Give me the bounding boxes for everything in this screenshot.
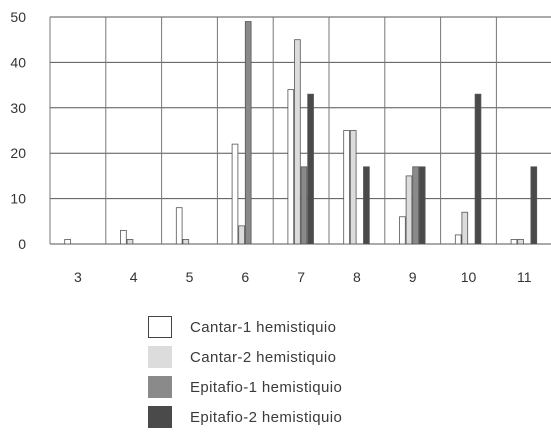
- bar-epitafio-2-hemistiquio-11: [530, 166, 538, 245]
- bar-cantar-2-hemistiquio-5: [182, 239, 190, 245]
- legend-item-cantar-2: Cantar-2 hemistiquio: [148, 342, 342, 372]
- bar-cantar-1-hemistiquio-6: [231, 143, 239, 245]
- bar-epitafio-1-hemistiquio-7: [300, 166, 308, 245]
- bar-cantar-2-hemistiquio-4: [126, 239, 134, 245]
- legend-label-cantar-2: Cantar-2 hemistiquio: [190, 348, 337, 366]
- legend-item-cantar-1: Cantar-1 hemistiquio: [148, 312, 342, 342]
- legend: Cantar-1 hemistiquio Cantar-2 hemistiqui…: [148, 312, 342, 432]
- y-axis-tick-labels: 0 10 20 30 40 50: [10, 9, 26, 252]
- bar-cantar-2-hemistiquio-8: [349, 130, 357, 245]
- bar-epitafio-2-hemistiquio-9: [418, 166, 426, 245]
- bar-epitafio-1-hemistiquio-6: [244, 21, 252, 245]
- x-tick-label: 11: [517, 269, 532, 285]
- bar-cantar-1-hemistiquio-8: [343, 130, 350, 245]
- bar-cantar-1-hemistiquio-11: [510, 239, 518, 245]
- x-tick-label: 5: [186, 269, 194, 285]
- y-tick-label: 40: [10, 54, 26, 70]
- bar-epitafio-2-hemistiquio-7: [307, 93, 314, 245]
- bar-cantar-1-hemistiquio-5: [175, 207, 183, 245]
- legend-label-epitafio-2: Epitafio-2 hemistiquio: [190, 408, 343, 426]
- legend-item-epitafio-2: Epitafio-2 hemistiquio: [148, 402, 342, 432]
- bar-cantar-1-hemistiquio-3: [64, 239, 71, 245]
- legend-label-cantar-1: Cantar-1 hemistiquio: [190, 318, 337, 336]
- bar-epitafio-2-hemistiquio-10: [474, 93, 482, 245]
- x-axis-tick-labels: 3 4 5 6 7 8 9 10 11: [74, 269, 532, 285]
- x-tick-label: 10: [461, 269, 477, 285]
- x-tick-label: 6: [241, 269, 249, 285]
- legend-label-epitafio-1: Epitafio-1 hemistiquio: [190, 378, 343, 396]
- x-tick-label: 9: [409, 269, 417, 285]
- legend-swatch-cantar-2: [148, 346, 172, 368]
- x-tick-label: 3: [74, 269, 82, 285]
- legend-swatch-epitafio-2: [148, 406, 172, 428]
- y-tick-label: 50: [10, 9, 26, 25]
- bar-cantar-2-hemistiquio-11: [517, 239, 524, 245]
- bar-cantar-1-hemistiquio-9: [399, 216, 406, 245]
- legend-swatch-cantar-1: [148, 316, 172, 338]
- y-tick-label: 10: [10, 191, 26, 207]
- bar-cantar-2-hemistiquio-7: [294, 39, 301, 245]
- y-tick-label: 30: [10, 100, 26, 116]
- bar-epitafio-2-hemistiquio-8: [363, 166, 370, 245]
- bar-cantar-1-hemistiquio-4: [120, 229, 127, 245]
- bar-chart: 0 10 20 30 40 50 3 4 5 6 7 8 9 10 11: [10, 9, 551, 285]
- bar-epitafio-1-hemistiquio-9: [412, 166, 419, 245]
- x-tick-label: 7: [297, 269, 305, 285]
- bars: [64, 21, 538, 245]
- bar-cantar-1-hemistiquio-10: [454, 234, 462, 245]
- bar-cantar-1-hemistiquio-7: [287, 89, 295, 245]
- bar-cantar-2-hemistiquio-10: [461, 211, 469, 245]
- legend-swatch-epitafio-1: [148, 376, 172, 398]
- bar-cantar-2-hemistiquio-6: [238, 225, 245, 245]
- y-tick-label: 0: [18, 236, 26, 252]
- bar-cantar-2-hemistiquio-9: [405, 175, 413, 245]
- x-tick-label: 4: [130, 269, 138, 285]
- y-tick-label: 20: [10, 145, 26, 161]
- legend-item-epitafio-1: Epitafio-1 hemistiquio: [148, 372, 342, 402]
- x-tick-label: 8: [353, 269, 361, 285]
